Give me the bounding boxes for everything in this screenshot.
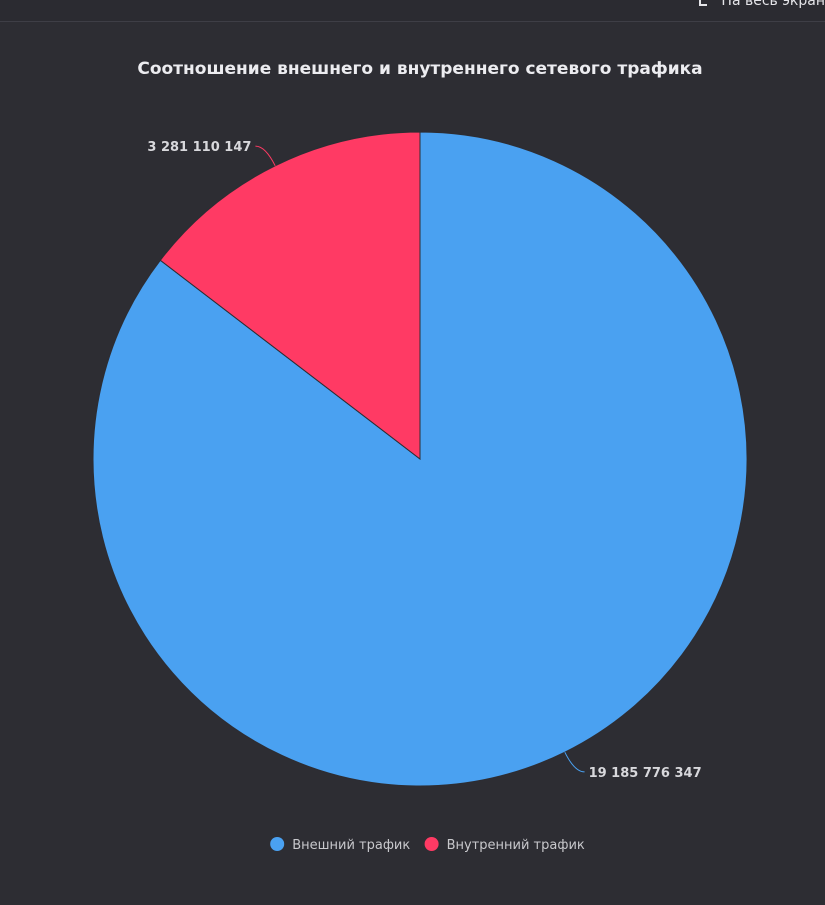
chart-title: Соотношение внешнего и внутреннего сетев… [137,59,702,79]
leader-line-1 [255,145,276,167]
leader-line-0 [564,751,585,773]
legend-item-0[interactable]: Внешний трафик [270,837,410,853]
top-toolbar: На весь экран [0,0,825,22]
fullscreen-label: На весь экран [721,0,825,9]
pie-slice-0[interactable] [92,131,748,787]
legend-marker-1 [424,837,439,851]
chart-container: Соотношение внешнего и внутреннего сетев… [0,22,825,901]
pie-slice-1[interactable] [159,131,421,461]
legend-item-1[interactable]: Внутренний трафик [424,837,585,853]
fullscreen-icon [699,0,708,6]
legend-label-0: Внешний трафик [292,838,410,853]
data-label-0: 19 185 776 347 [589,766,702,781]
fullscreen-button[interactable]: На весь экран [699,0,825,11]
legend-label-1: Внутренний трафик [447,838,585,853]
data-label-1: 3 281 110 147 [147,140,251,155]
legend-marker-0 [270,837,285,851]
pie-chart: Соотношение внешнего и внутреннего сетев… [92,59,748,853]
